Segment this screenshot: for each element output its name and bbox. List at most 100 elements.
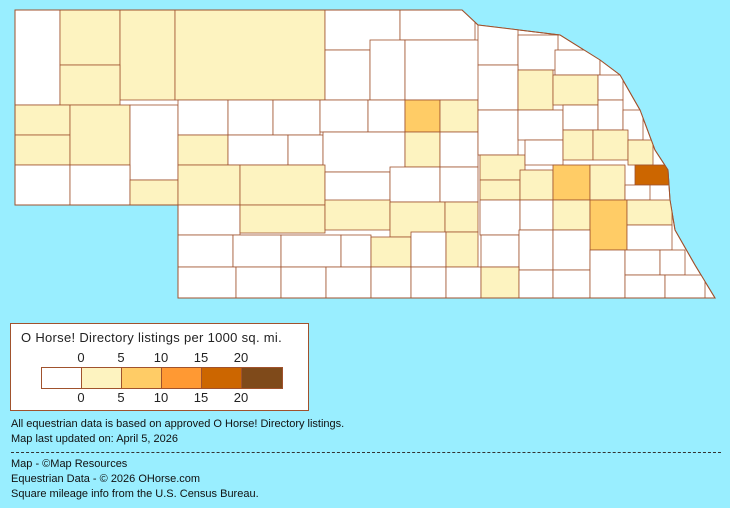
county <box>280 266 327 298</box>
county <box>624 274 666 298</box>
county <box>597 99 624 131</box>
county <box>69 104 131 166</box>
county <box>480 234 520 268</box>
county <box>15 134 71 166</box>
county <box>519 169 554 201</box>
county <box>15 164 71 206</box>
county <box>129 104 179 181</box>
county <box>597 74 624 101</box>
county <box>227 99 274 136</box>
county <box>589 249 626 298</box>
county <box>659 249 686 276</box>
county <box>626 199 673 226</box>
county <box>404 131 441 168</box>
county <box>480 266 520 298</box>
county <box>518 269 554 298</box>
county <box>15 10 61 106</box>
county <box>664 274 706 298</box>
legend-swatches <box>41 367 283 389</box>
legend-tick: 10 <box>153 390 169 405</box>
county <box>389 201 446 238</box>
county <box>477 64 519 111</box>
county <box>389 166 441 203</box>
county <box>517 34 559 71</box>
county <box>119 10 176 101</box>
county <box>634 164 671 186</box>
county <box>517 69 554 111</box>
county <box>239 204 326 234</box>
county <box>592 129 629 161</box>
county <box>367 99 406 133</box>
legend-tick: 20 <box>233 350 249 365</box>
county <box>272 99 321 136</box>
county <box>552 74 599 106</box>
county <box>174 10 326 101</box>
county <box>227 134 289 166</box>
legend-swatch <box>202 368 242 388</box>
county <box>439 131 479 168</box>
county <box>280 234 342 268</box>
county <box>517 109 564 141</box>
county <box>562 104 599 131</box>
legend-tick: 0 <box>77 350 85 365</box>
legend-tick: 20 <box>233 390 249 405</box>
county <box>524 139 564 166</box>
county <box>319 99 369 133</box>
county <box>404 99 441 133</box>
county <box>322 131 406 173</box>
county <box>552 164 591 201</box>
legend-title: O Horse! Directory listings per 1000 sq.… <box>21 330 283 345</box>
county <box>177 134 229 166</box>
county <box>627 139 654 166</box>
legend-swatch <box>122 368 162 388</box>
county <box>589 164 626 201</box>
county <box>589 199 628 251</box>
county <box>287 134 324 166</box>
legend-tick: 15 <box>193 350 209 365</box>
county <box>340 234 372 268</box>
legend-swatch <box>242 368 282 388</box>
county <box>624 249 661 276</box>
legend-swatch <box>82 368 122 388</box>
county <box>69 164 131 206</box>
county <box>324 171 391 203</box>
legend-tick: 10 <box>153 350 169 365</box>
county <box>177 164 241 206</box>
county <box>519 199 554 231</box>
nebraska-county-map <box>14 9 716 299</box>
county <box>177 234 234 268</box>
county <box>439 166 479 203</box>
county <box>235 266 282 298</box>
county <box>59 64 121 106</box>
county <box>479 199 521 236</box>
census-credit: Square mileage info from the U.S. Census… <box>11 488 259 500</box>
county <box>477 109 519 156</box>
county <box>129 179 179 206</box>
legend-tick: 5 <box>117 350 125 365</box>
county <box>445 266 482 298</box>
legend-swatch <box>42 368 82 388</box>
county <box>370 266 412 298</box>
legend: O Horse! Directory listings per 1000 sq.… <box>10 323 309 411</box>
county <box>410 231 447 268</box>
data-basis-note: All equestrian data is based on approved… <box>11 418 345 430</box>
county <box>370 236 412 268</box>
county <box>324 49 371 101</box>
county <box>177 266 237 298</box>
county <box>552 269 591 298</box>
county <box>404 39 481 101</box>
legend-swatch <box>162 368 202 388</box>
county <box>177 204 241 236</box>
county <box>552 229 591 271</box>
data-credit: Equestrian Data - © 2026 OHorse.com <box>11 473 201 485</box>
county <box>479 154 526 181</box>
county <box>477 24 519 66</box>
county <box>562 129 594 161</box>
state-outline <box>14 9 716 299</box>
county <box>410 266 447 298</box>
legend-tick: 0 <box>77 390 85 405</box>
county <box>624 184 651 201</box>
legend-tick: 5 <box>117 390 125 405</box>
county <box>325 266 372 298</box>
county <box>552 199 591 231</box>
